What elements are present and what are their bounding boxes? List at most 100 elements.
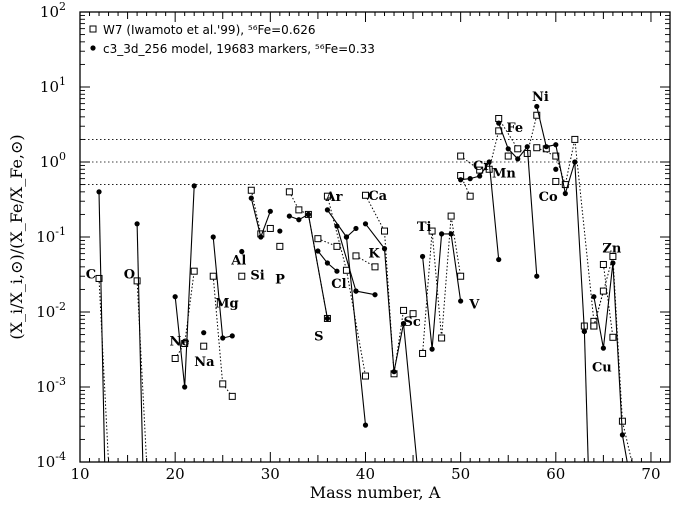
data-point-square	[228, 392, 236, 400]
data-point-square	[95, 274, 103, 282]
data-point-square	[466, 192, 474, 200]
data-point-dot	[277, 228, 283, 234]
data-point-square	[504, 152, 512, 160]
data-point-dot	[439, 231, 445, 237]
series-line	[593, 290, 604, 327]
data-point-square	[171, 354, 179, 362]
data-point-square	[533, 111, 541, 119]
element-label: O	[124, 267, 135, 282]
data-point-dot	[400, 321, 407, 327]
element-label: Ni	[532, 90, 549, 105]
data-point-square	[352, 252, 360, 260]
series-line	[355, 290, 376, 296]
series-line	[307, 214, 328, 319]
x-tick-label: 50	[451, 465, 470, 483]
y-axis-title: (X_i/X_i,⊙)/(X_Fe/X_Fe,⊙)	[7, 134, 26, 339]
series-model	[96, 103, 628, 462]
element-labels: C O Ne Na Mg Al Si P S Cl Ar K Ca Sc Ti V Cr Mn Fe Co Ni Cu Zn	[86, 90, 622, 376]
data-point-dot	[134, 221, 140, 227]
data-point-dot	[362, 221, 369, 227]
x-tick-label: 30	[261, 465, 280, 483]
series-line	[365, 195, 404, 374]
data-point-square	[428, 227, 436, 235]
data-point-dot	[505, 146, 511, 152]
series-line	[593, 256, 633, 462]
series-line	[536, 139, 595, 322]
data-point-dot	[239, 248, 245, 255]
legend-label: c3_3d_256 model, 19683 markers, ⁵⁶Fe=0.3…	[103, 42, 375, 56]
legend: W7 (Iwamoto et al.'99), ⁵⁶Fe=0.626 c3_3d_…	[89, 23, 375, 56]
legend-marker-square	[89, 25, 97, 33]
element-label: Na	[194, 355, 215, 370]
series-line	[212, 236, 233, 339]
y-tick-label: 10-1	[36, 225, 66, 246]
series-line	[422, 216, 462, 354]
data-point-square	[323, 192, 331, 200]
data-point-dot	[458, 177, 464, 183]
x-tick-label: 40	[356, 465, 375, 483]
data-point-dot	[524, 144, 530, 150]
element-label: Cu	[592, 361, 612, 376]
element-label: Si	[250, 269, 264, 284]
data-point-dot	[191, 183, 197, 189]
data-point-square	[514, 145, 522, 153]
data-point-dot	[534, 103, 540, 110]
series-line	[498, 115, 538, 155]
data-point-dot	[315, 248, 321, 254]
data-point-dot	[553, 166, 559, 172]
data-point-dot	[610, 260, 616, 266]
data-point-square	[409, 310, 417, 318]
element-label: Ca	[368, 189, 387, 204]
element-label: Ti	[417, 220, 432, 235]
series-line	[250, 190, 271, 235]
data-point-dot	[296, 217, 302, 223]
data-point-square	[552, 177, 560, 185]
y-tick-label: 101	[40, 75, 66, 96]
data-point-dot	[543, 144, 549, 150]
data-point-square	[438, 334, 446, 342]
x-tick-label: 10	[70, 465, 89, 483]
reference-lines	[80, 139, 670, 185]
data-point-dot	[210, 234, 216, 240]
data-point-dot	[343, 234, 350, 240]
data-point-dot	[324, 207, 331, 213]
element-label: Ar	[325, 190, 343, 205]
data-point-square	[276, 242, 284, 250]
data-point-square	[200, 342, 208, 350]
data-point-square	[400, 306, 408, 314]
data-point-dot	[334, 223, 340, 229]
series-line	[98, 278, 109, 462]
axes: 10 20 30 40 50 60 70 10-4 10-3 10-2 10-1 100 101 102 M…	[7, 0, 671, 502]
data-point-dot	[572, 159, 578, 165]
data-point-square	[590, 322, 598, 330]
element-label: Cl	[331, 277, 346, 292]
data-point-dot	[324, 260, 331, 266]
data-point-dot	[353, 225, 359, 232]
series-line	[336, 225, 357, 292]
data-point-square	[476, 166, 484, 174]
data-point-dot	[515, 156, 521, 162]
series-line	[583, 331, 589, 462]
data-point-square	[447, 212, 455, 220]
series-line	[345, 236, 367, 426]
data-point-square	[333, 242, 341, 250]
data-point-dot	[391, 369, 397, 375]
data-point-dot	[458, 298, 464, 304]
data-point-square	[314, 235, 322, 243]
data-point-square	[209, 272, 217, 280]
x-axis-title: Mass number, A	[310, 483, 441, 502]
data-point-dot	[581, 328, 587, 335]
data-point-dot	[182, 384, 188, 390]
data-point-dot	[467, 176, 473, 182]
y-tick-label: 10-3	[36, 375, 66, 396]
data-point-square	[190, 267, 198, 275]
data-point-dot	[324, 315, 331, 322]
data-point-square	[247, 186, 255, 194]
data-point-dot	[229, 333, 235, 339]
data-point-dot	[591, 294, 597, 300]
data-point-square	[571, 135, 579, 143]
data-point-dot	[600, 345, 606, 351]
data-point-dot	[496, 256, 502, 263]
data-point-square	[599, 287, 607, 295]
element-label: Sc	[404, 315, 421, 330]
